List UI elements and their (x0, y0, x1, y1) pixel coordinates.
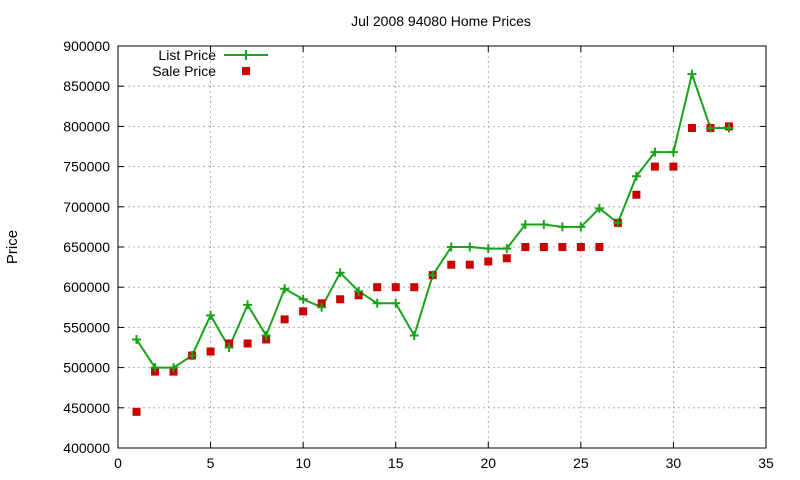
sale-price-marker (576, 243, 585, 251)
legend-marker-list-price (241, 50, 251, 60)
y-tick-label: 600000 (63, 279, 110, 295)
plot-frame (117, 45, 767, 449)
grid-layer (117, 45, 767, 449)
legend: List Price Sale Price (152, 47, 268, 79)
list-price-marker (705, 123, 715, 133)
legend-marker-sale-price (242, 67, 250, 75)
list-price-marker (317, 302, 327, 312)
chart-title: Jul 2008 94080 Home Prices (351, 13, 531, 29)
list-price-marker (483, 244, 493, 254)
list-price-marker (557, 222, 567, 232)
y-tick-labels: 400000 450000 500000 550000 600000 650000 7000… (63, 38, 110, 456)
list-price-line (135, 70, 729, 369)
sale-price-marker (539, 243, 548, 251)
list-price-marker (335, 268, 345, 278)
x-tick-label: 20 (480, 455, 496, 471)
list-price-marker (613, 218, 623, 228)
list-price-marker (446, 242, 456, 252)
sale-price-marker (280, 315, 289, 324)
legend-label-list-price: List Price (158, 47, 216, 63)
list-price-marker (650, 147, 660, 157)
sale-price-marker (484, 257, 493, 266)
y-tick-label: 850000 (63, 78, 110, 94)
sale-price-marker (336, 295, 345, 304)
list-price-marker (169, 363, 179, 373)
x-tick-label: 0 (114, 455, 122, 471)
sale-price-marker (391, 283, 400, 292)
legend-label-sale-price: Sale Price (152, 63, 216, 79)
sale-price-marker (521, 243, 530, 251)
list-price-marker (298, 294, 308, 304)
y-tick-label: 400000 (63, 440, 110, 456)
list-price-marker (391, 298, 401, 308)
sale-price-marker (465, 260, 474, 269)
x-tick-label: 10 (295, 455, 311, 471)
list-price-marker (724, 123, 734, 133)
list-price-marker (428, 270, 438, 280)
list-price-marker (224, 343, 234, 352)
y-tick-label: 900000 (63, 38, 110, 54)
list-price-marker (520, 219, 530, 229)
list-price-marker (594, 203, 604, 213)
sale-price-marker (669, 162, 678, 171)
y-tick-label: 550000 (63, 319, 110, 335)
y-tick-label: 450000 (63, 400, 110, 416)
sale-price-marker (373, 283, 382, 292)
y-tick-label: 650000 (63, 239, 110, 255)
series-layer (132, 69, 734, 416)
list-price-marker (206, 310, 216, 320)
list-price-marker (150, 363, 160, 373)
list-price-marker (409, 330, 419, 340)
list-price-marker (539, 219, 549, 229)
y-axis-label: Price (4, 230, 21, 264)
list-price-marker (576, 222, 586, 232)
list-price-marker (280, 284, 290, 294)
list-price-marker (132, 334, 142, 344)
sale-price-marker (558, 243, 567, 251)
list-price-marker (631, 171, 641, 181)
x-tick-label: 25 (573, 455, 589, 471)
sale-price-marker (410, 283, 419, 292)
x-tick-label: 15 (388, 455, 404, 471)
sale-price-marker (243, 339, 252, 348)
sale-price-marker (206, 347, 215, 356)
y-tick-label: 750000 (63, 159, 110, 175)
list-price-marker (687, 69, 697, 79)
sale-price-marker (447, 260, 456, 269)
y-tick-label: 500000 (63, 360, 110, 376)
sale-price-marker (595, 243, 604, 251)
sale-price-marker (502, 254, 511, 263)
list-price-marker (465, 242, 475, 252)
list-price-marker (187, 351, 197, 361)
x-tick-label: 5 (207, 455, 215, 471)
list-price-marker (243, 300, 253, 310)
sale-price-marker (650, 162, 659, 171)
sale-price-marker (687, 124, 696, 133)
list-price-marker (372, 298, 382, 308)
sale-price-marker (632, 190, 641, 199)
y-tick-label: 700000 (63, 199, 110, 215)
x-tick-labels: 0 5 10 15 20 25 30 35 (114, 455, 774, 471)
list-price-marker (261, 330, 271, 340)
sale-price-marker (132, 407, 141, 416)
y-tick-label: 800000 (63, 118, 110, 134)
x-tick-label: 35 (758, 455, 774, 471)
list-price-marker (354, 286, 364, 296)
list-price-marker (502, 244, 512, 254)
x-tick-label: 30 (666, 455, 682, 471)
sale-price-marker (299, 307, 308, 316)
list-price-marker (668, 147, 678, 157)
